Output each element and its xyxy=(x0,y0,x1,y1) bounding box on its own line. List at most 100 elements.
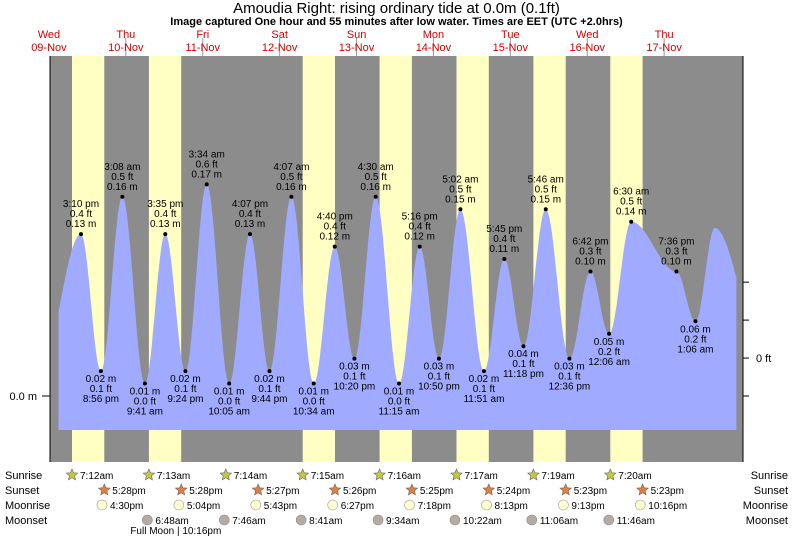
sunrise-time: 7:12am xyxy=(80,471,113,482)
day-name-label: Wed xyxy=(38,29,60,41)
day-name-label: Thu xyxy=(116,29,135,41)
day-name-label: Thu xyxy=(655,29,674,41)
tide-time-label: 9:24 pm xyxy=(167,394,203,405)
tide-point xyxy=(521,344,526,349)
tide-point xyxy=(311,381,316,386)
day-name-label: Sat xyxy=(271,29,288,41)
sunset-time: 5:23pm xyxy=(574,486,607,497)
tide-m-label: 0.03 m xyxy=(424,362,455,373)
day-date-label: 13-Nov xyxy=(339,42,375,54)
tide-ft-label: 0.1 ft xyxy=(512,359,534,370)
tide-m-label: 0.02 m xyxy=(254,374,285,385)
tide-m-label: 0.02 m xyxy=(86,374,117,385)
chart-title: Amoudia Right: rising ordinary tide at 0… xyxy=(233,0,560,17)
sunset-time: 5:28pm xyxy=(112,486,145,497)
day-name-label: Fri xyxy=(196,29,209,41)
tide-time-label: 4:07 am xyxy=(273,162,309,173)
tide-point xyxy=(373,194,378,199)
sunset-star-icon xyxy=(405,483,419,496)
tide-ft-label: 0.4 ft xyxy=(409,222,431,233)
row-label-left: Sunrise xyxy=(5,470,42,482)
tide-m-label: 0.13 m xyxy=(66,219,97,230)
tide-point xyxy=(629,219,634,224)
tide-time-label: 4:40 pm xyxy=(317,212,353,223)
sunset-star-icon xyxy=(251,483,265,496)
moonrise-time: 5:04pm xyxy=(187,501,220,512)
tide-ft-label: 0.5 ft xyxy=(111,172,133,183)
sunrise-star-icon xyxy=(450,468,463,481)
tide-point xyxy=(352,356,357,361)
right-axis-label: 0 ft xyxy=(756,353,771,365)
tide-time-label: 5:46 am xyxy=(528,174,564,185)
moonset-time: 11:46am xyxy=(617,516,655,527)
moonset-icon xyxy=(372,514,384,526)
tide-ft-label: 0.5 ft xyxy=(535,184,557,195)
tide-time-label: 9:44 pm xyxy=(251,394,287,405)
day-date-label: 10-Nov xyxy=(108,42,144,54)
tide-m-label: 0.15 m xyxy=(530,194,561,205)
sunrise-star-icon xyxy=(373,468,387,481)
tide-m-label: 0.12 m xyxy=(319,232,350,243)
tide-point xyxy=(436,356,441,361)
sunrise-star-icon xyxy=(65,468,79,481)
tide-time-label: 5:02 am xyxy=(442,174,478,185)
tide-point xyxy=(417,244,422,249)
tide-ft-label: 0.0 ft xyxy=(388,397,410,408)
tide-ft-label: 0.1 ft xyxy=(90,384,112,395)
tide-ft-label: 0.0 ft xyxy=(218,397,240,408)
tide-m-label: 0.11 m xyxy=(489,244,519,255)
tide-m-label: 0.10 m xyxy=(661,257,692,268)
tide-time-label: 10:34 am xyxy=(293,407,335,418)
tide-m-label: 0.02 m xyxy=(469,374,500,385)
tide-point xyxy=(396,381,401,386)
sunset-time: 5:27pm xyxy=(266,486,299,497)
tide-m-label: 0.10 m xyxy=(575,257,606,268)
tide-m-label: 0.03 m xyxy=(554,362,585,373)
tide-time-label: 10:20 pm xyxy=(334,382,376,393)
moonrise-icon xyxy=(327,499,338,511)
day-name-label: Tue xyxy=(501,29,520,41)
moonset-icon xyxy=(295,514,307,526)
day-date-label: 12-Nov xyxy=(262,42,298,54)
tide-m-label: 0.01 m xyxy=(298,387,329,398)
sunrise-time: 7:14am xyxy=(234,471,267,482)
sunrise-star-icon xyxy=(296,468,310,481)
tide-point xyxy=(693,319,698,324)
day-date-label: 11-Nov xyxy=(185,42,220,54)
tide-point xyxy=(289,194,294,199)
moonrise-time: 5:43pm xyxy=(264,501,297,512)
tide-point xyxy=(267,369,272,374)
tide-point xyxy=(142,381,147,386)
moonrise-icon xyxy=(96,499,108,511)
moonrise-time: 4:30pm xyxy=(110,501,143,512)
tide-ft-label: 0.4 ft xyxy=(239,209,261,220)
tide-point xyxy=(567,356,572,361)
moonrise-time: 7:18pm xyxy=(418,501,451,512)
sunrise-time: 7:19am xyxy=(541,471,574,482)
tide-ft-label: 0.1 ft xyxy=(473,384,495,395)
sunrise-time: 7:16am xyxy=(388,471,421,482)
moonset-time: 7:46am xyxy=(232,516,265,527)
tide-ft-label: 0.5 ft xyxy=(280,172,302,183)
sunrise-star-icon xyxy=(142,468,156,481)
moonrise-icon xyxy=(173,499,185,511)
tide-ft-label: 0.4 ft xyxy=(493,234,515,245)
moonset-time: 9:34am xyxy=(386,516,419,527)
tide-time-label: 3:08 am xyxy=(104,162,140,173)
tide-time-label: 11:18 pm xyxy=(503,369,544,380)
tide-m-label: 0.12 m xyxy=(404,232,435,243)
row-label-left: Sunset xyxy=(5,485,39,497)
tide-ft-label: 0.3 ft xyxy=(665,247,687,258)
sunrise-star-icon xyxy=(526,468,540,481)
tide-point xyxy=(120,194,125,199)
tide-m-label: 0.03 m xyxy=(339,362,370,373)
sunset-time: 5:24pm xyxy=(497,486,530,497)
tide-ft-label: 0.4 ft xyxy=(324,222,346,233)
tide-ft-label: 0.2 ft xyxy=(684,334,706,345)
tide-m-label: 0.14 m xyxy=(616,207,647,218)
sunset-time: 5:25pm xyxy=(420,486,453,497)
tide-time-label: 4:30 am xyxy=(358,162,394,173)
day-name-label: Sun xyxy=(347,29,367,41)
tide-m-label: 0.16 m xyxy=(276,182,307,193)
tide-time-label: 5:45 pm xyxy=(486,224,522,235)
